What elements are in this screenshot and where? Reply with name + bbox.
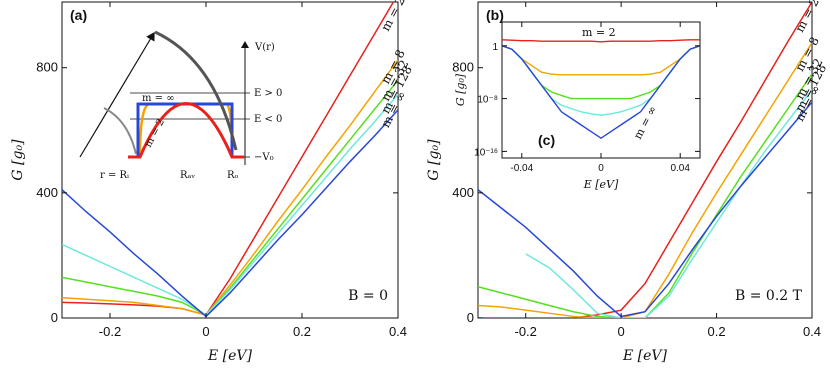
panel-label: (b) (486, 7, 504, 23)
series-group (478, 2, 812, 318)
x-tick-label: 0.04 (670, 163, 690, 174)
x-axis-label: E [eV] (207, 348, 253, 364)
x-tick-label: -0.2 (515, 324, 537, 339)
y-axis-label: G [g₀] (10, 139, 26, 181)
panel-label: (c) (538, 132, 555, 148)
series-line (478, 101, 812, 318)
y-tick-label: 400 (36, 185, 58, 200)
y-tick-label: 0 (467, 310, 474, 325)
x-tick-label: 0.4 (389, 324, 407, 339)
x-tick-label: 0.2 (293, 324, 311, 339)
panel-label: (a) (70, 7, 87, 23)
series-line (502, 45, 700, 76)
series-line (525, 89, 812, 318)
y-tick-label: 0 (51, 310, 58, 325)
inset-label: r = Rᵢ (100, 170, 129, 181)
x-tick-label: 0 (618, 324, 625, 339)
series-line (478, 73, 812, 318)
inset-label: m = ∞ (142, 93, 175, 104)
x-tick-label: -0.2 (99, 324, 121, 339)
x-axis-label: E [eV] (622, 348, 668, 364)
inset-label: V(r) (254, 42, 275, 53)
inset-c: -0.04 0 0.04 1 10⁻⁸ 10⁻¹⁶ E [eV] G [g₀] (c) m = 2… (454, 21, 701, 191)
x-tick-label: -0.04 (510, 163, 533, 174)
y-axis-label: G [g₀] (454, 73, 467, 106)
y-axis-label: G [g₀] (426, 139, 442, 181)
x-tick-label: 0 (598, 163, 604, 174)
plot-frame (61, 1, 399, 319)
trajectory-arrow (79, 31, 155, 158)
series-line (502, 39, 700, 43)
y-tick-label: 10⁻⁸ (477, 95, 498, 106)
y-tick-label: 800 (452, 60, 474, 75)
series-line (478, 2, 812, 318)
series-line (62, 93, 398, 316)
inset-label: −V₀ (254, 152, 274, 163)
orbit-arc (154, 30, 238, 151)
parabolic-well (128, 102, 244, 159)
x-tick-label: 0 (202, 324, 209, 339)
y-tick-label: 800 (36, 60, 58, 75)
series-group (62, 2, 398, 318)
annotation: B = 0.2 T (735, 288, 803, 304)
inset-label: Rₐᵥ (180, 170, 195, 181)
inset-label: Rₒ (227, 170, 239, 181)
series-line (62, 59, 398, 316)
series-line (502, 45, 700, 140)
x-tick-label: 0.4 (803, 324, 821, 339)
series-line (62, 109, 398, 318)
annotation: m = 2 (582, 26, 616, 39)
y-tick-label: 10⁻¹⁶ (474, 147, 498, 158)
y-tick-label: 400 (452, 185, 474, 200)
series-line (62, 79, 398, 316)
annotation: B = 0 (348, 288, 388, 304)
inset-label: E < 0 (254, 114, 282, 125)
x-tick-label: 0.2 (708, 324, 726, 339)
y-tick-label: 1 (492, 42, 498, 53)
plot-frame (501, 21, 701, 159)
series-line (62, 2, 395, 316)
inset-label: E > 0 (254, 88, 282, 99)
orbit-arc (103, 107, 137, 155)
x-axis-label: E [eV] (583, 178, 619, 191)
series-group (502, 39, 700, 140)
